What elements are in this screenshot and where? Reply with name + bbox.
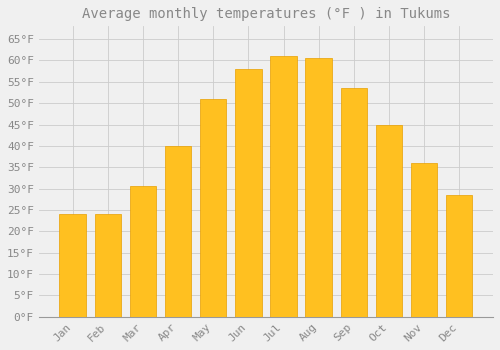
Bar [60,214,86,317]
Bar [446,195,472,317]
Bar [235,69,262,317]
Bar [340,88,367,317]
Bar [411,163,438,317]
Title: Average monthly temperatures (°F ) in Tukums: Average monthly temperatures (°F ) in Tu… [82,7,450,21]
Bar [130,187,156,317]
Bar [94,214,121,317]
Bar [165,146,191,317]
Bar [376,125,402,317]
Bar [200,99,226,317]
Bar [270,56,296,317]
Bar [306,58,332,317]
